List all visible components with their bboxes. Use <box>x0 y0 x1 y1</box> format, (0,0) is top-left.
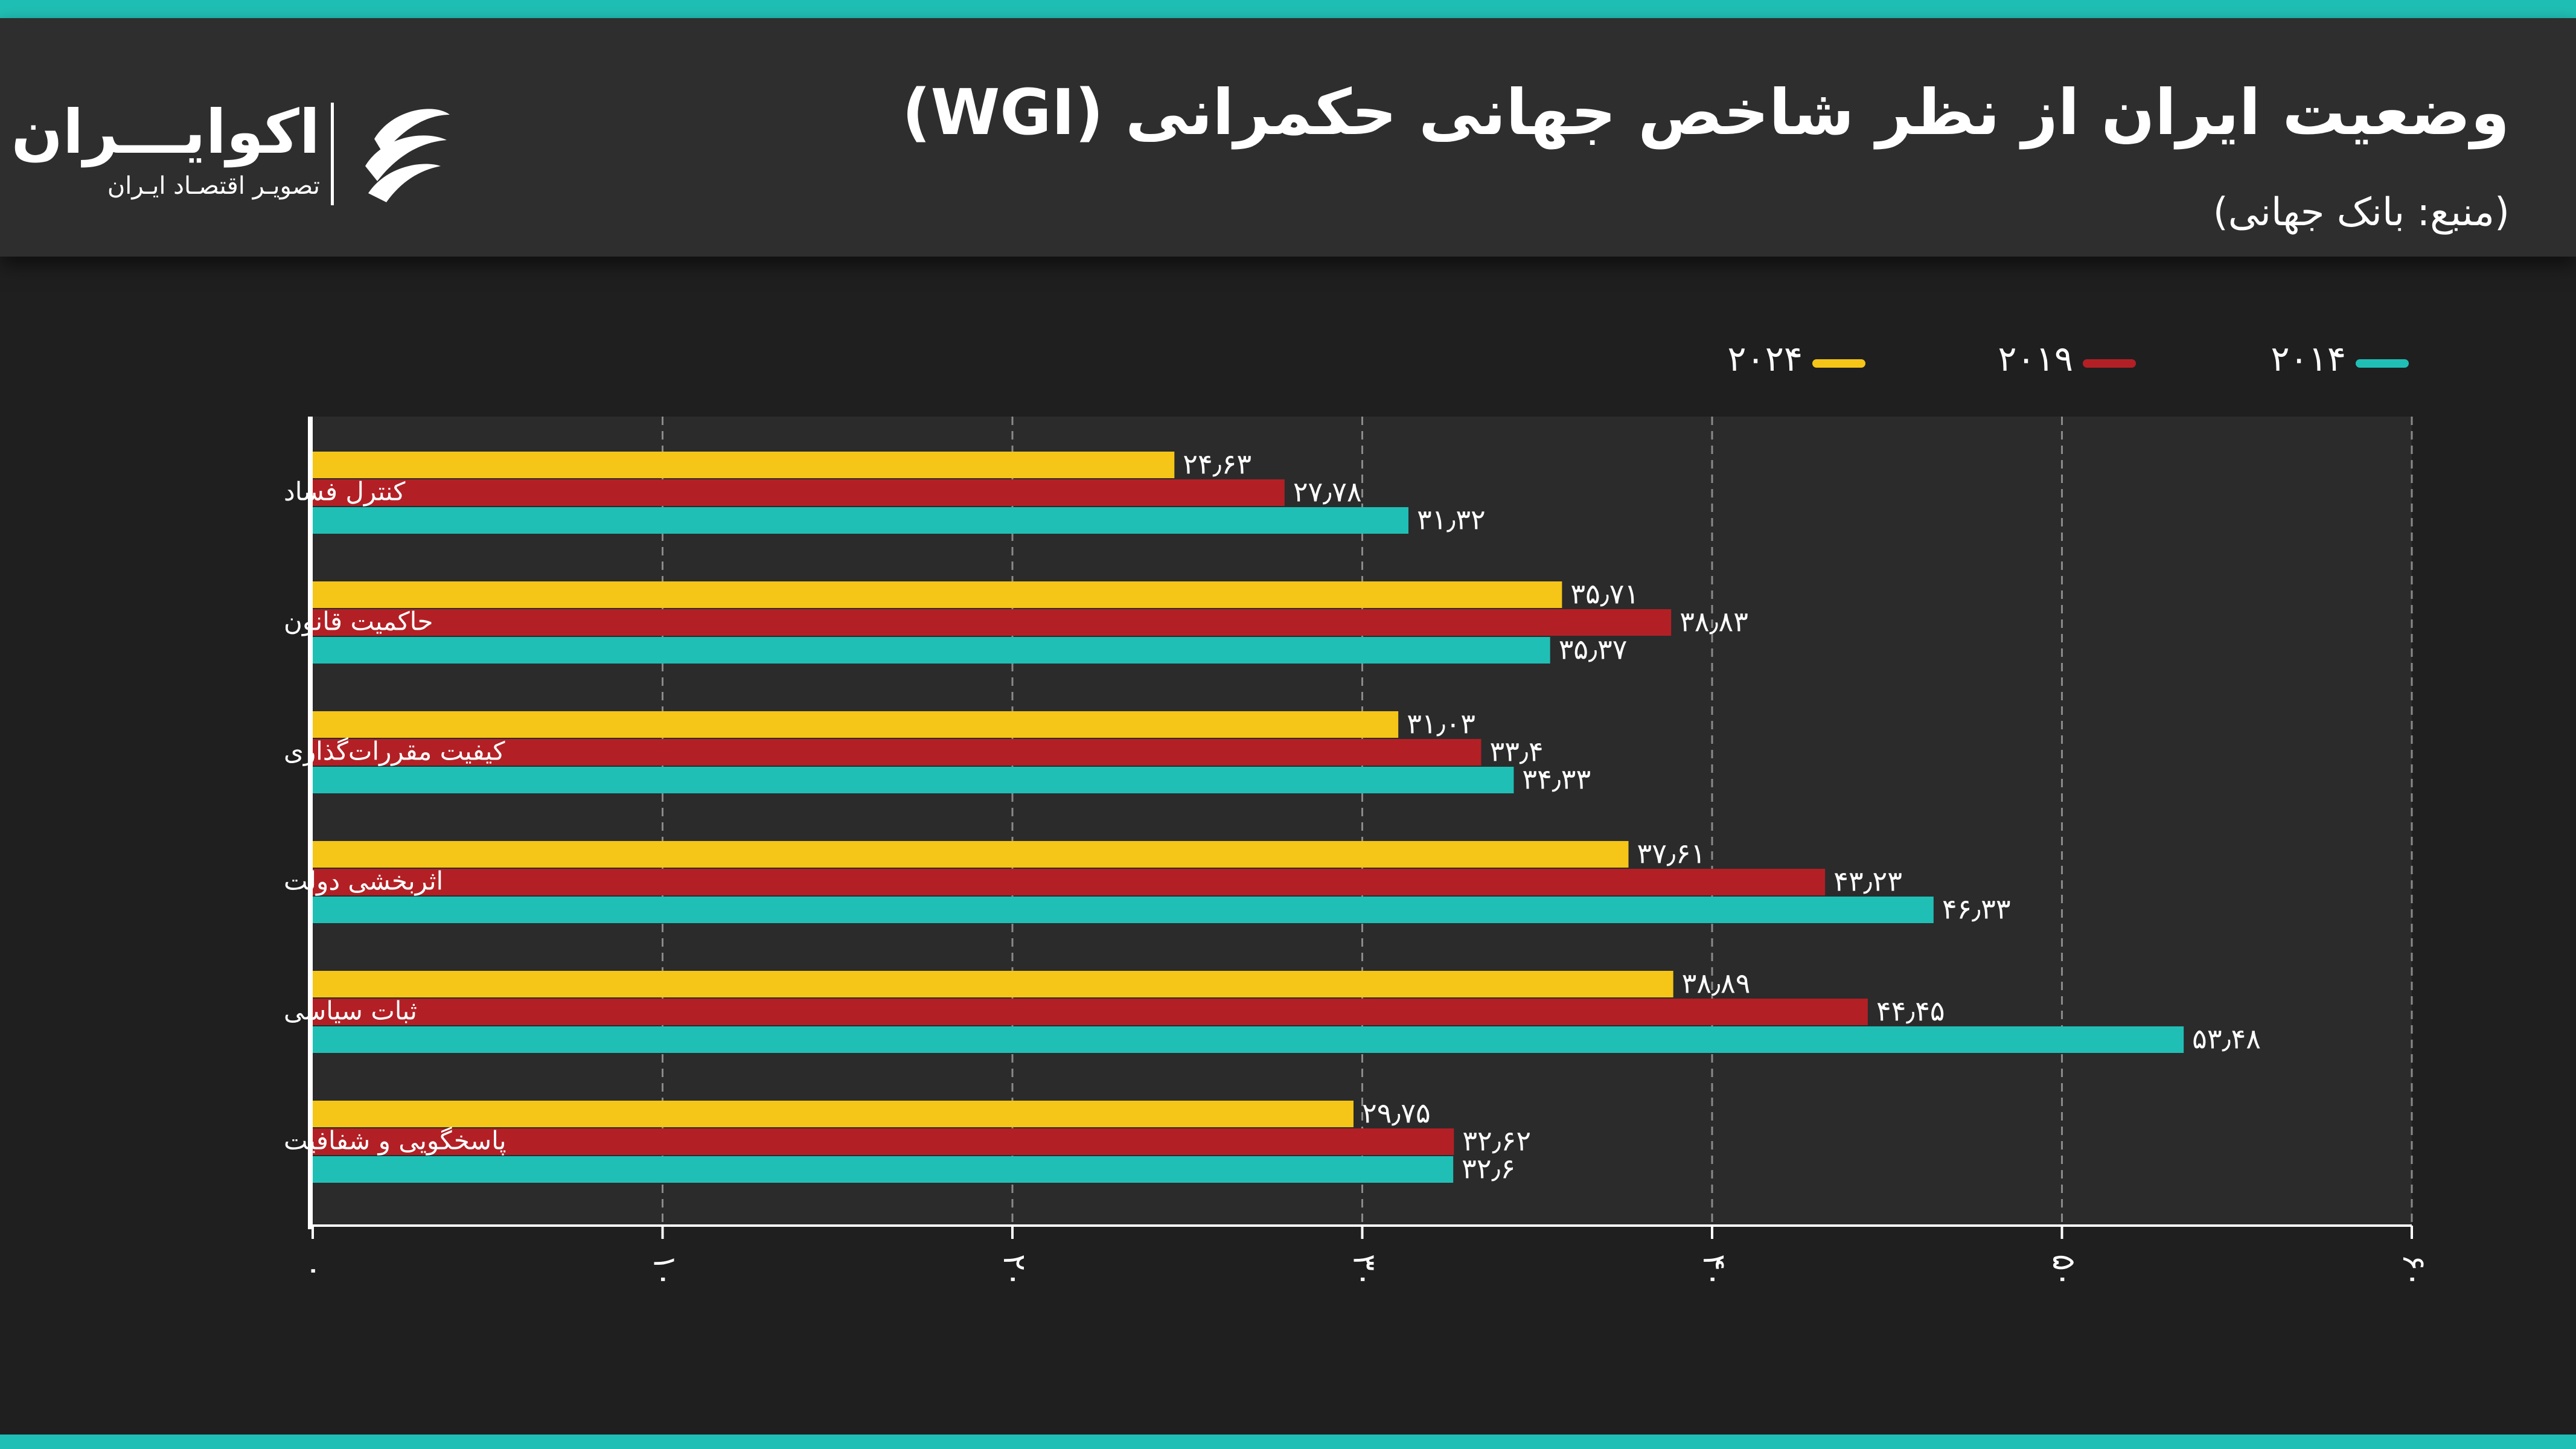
x-tick-label: ۰ <box>296 1262 333 1279</box>
header: وضعیت ایران از نظر شاخص جهانی حکمرانی (W… <box>0 18 2576 257</box>
bar <box>313 767 1514 793</box>
data-label: ۳۵٫۳۷ <box>1559 633 1628 666</box>
legend-label-2014: ۲۰۱۴ <box>2271 338 2346 379</box>
bar <box>313 507 1408 534</box>
x-tick-label: ۳۰ <box>1346 1254 1382 1288</box>
data-label: ۳۴٫۳۳ <box>1522 763 1591 796</box>
data-label: ۲۷٫۷۸ <box>1293 476 1362 508</box>
bar-chart: ۰ ۱۰ ۲۰ ۳۰ ۴۰ ۵۰ ۶۰ ۲۴٫۶۳ ۲۷٫۷۸ ۳۱٫۳۲ کنترل فساد ۳۵… <box>284 417 2432 1288</box>
data-label: ۴۳٫۲۳ <box>1833 865 1902 898</box>
bar <box>313 897 1934 923</box>
x-tick-label: ۱۰ <box>647 1254 683 1288</box>
bar <box>313 452 1175 478</box>
data-label: ۴۶٫۳۳ <box>1942 893 2011 926</box>
bar <box>313 971 1673 997</box>
bar <box>313 637 1550 664</box>
bottom-accent-strip <box>0 1435 2576 1449</box>
data-label: ۳۲٫۶۲ <box>1462 1125 1531 1157</box>
x-tick-label: ۲۰ <box>996 1254 1032 1288</box>
bar <box>313 1026 2184 1053</box>
brand-tagline: تصویـر اقتصـاد ایـران <box>107 172 320 200</box>
data-label: ۳۳٫۴ <box>1490 735 1544 768</box>
data-label: ۵۳٫۴۸ <box>2192 1023 2261 1055</box>
ecoiran-logo-icon <box>365 109 450 202</box>
category-label: ثبات سیاسی <box>284 996 417 1026</box>
top-accent-strip <box>0 0 2576 18</box>
legend-swatch-2024 <box>1812 359 1865 368</box>
bar <box>313 999 1868 1025</box>
bar <box>313 841 1629 868</box>
data-label: ۳۷٫۶۱ <box>1637 837 1705 870</box>
source-note: (منبع: بانک جهانی) <box>2213 190 2510 235</box>
x-tick-label: ۴۰ <box>1696 1254 1732 1288</box>
x-tick-label: ۶۰ <box>2395 1254 2432 1288</box>
data-label: ۲۹٫۷۵ <box>1362 1097 1431 1130</box>
data-label: ۳۱٫۳۲ <box>1417 504 1486 536</box>
bar <box>313 1156 1454 1183</box>
bar <box>313 739 1481 766</box>
data-label: ۳۱٫۰۳ <box>1407 708 1475 740</box>
legend-label-2019: ۲۰۱۹ <box>1998 338 2073 379</box>
category-label: حاکمیت قانون <box>284 607 433 636</box>
x-tick-label: ۵۰ <box>2046 1254 2082 1288</box>
legend-item-2024: ۲۰۲۴ <box>1624 338 1865 386</box>
bar <box>313 1101 1354 1127</box>
bar <box>313 711 1399 738</box>
data-label: ۳۵٫۷۱ <box>1570 578 1639 610</box>
brand-name: اکوایـــران <box>11 97 320 167</box>
data-label: ۲۴٫۶۳ <box>1183 448 1251 481</box>
bar <box>313 1128 1454 1155</box>
data-label: ۳۸٫۸۳ <box>1680 606 1748 638</box>
data-label: ۳۸٫۸۹ <box>1682 967 1751 1000</box>
logo-divider <box>331 103 334 205</box>
data-label: ۳۲٫۶ <box>1462 1153 1515 1185</box>
data-label: ۴۴٫۴۵ <box>1876 995 1945 1028</box>
category-label: کنترل فساد <box>284 477 405 507</box>
legend-label-2024: ۲۰۲۴ <box>1727 338 1803 379</box>
category-label: پاسخگویی و شفافیت <box>284 1126 507 1156</box>
bar <box>313 609 1672 636</box>
page-title: وضعیت ایران از نظر شاخص جهانی حکمرانی (W… <box>902 75 2510 149</box>
legend-item-2019: ۲۰۱۹ <box>1894 338 2136 386</box>
legend-item-2014: ۲۰۱۴ <box>2167 338 2409 386</box>
legend-swatch-2019 <box>2083 359 2136 368</box>
category-label: کیفیت مقررات‌گذاری <box>284 737 505 766</box>
category-label: اثربخشی دولت <box>284 866 443 896</box>
bar <box>313 869 1826 895</box>
bar <box>313 479 1285 506</box>
legend-swatch-2014 <box>2356 359 2409 368</box>
bar <box>313 581 1562 608</box>
